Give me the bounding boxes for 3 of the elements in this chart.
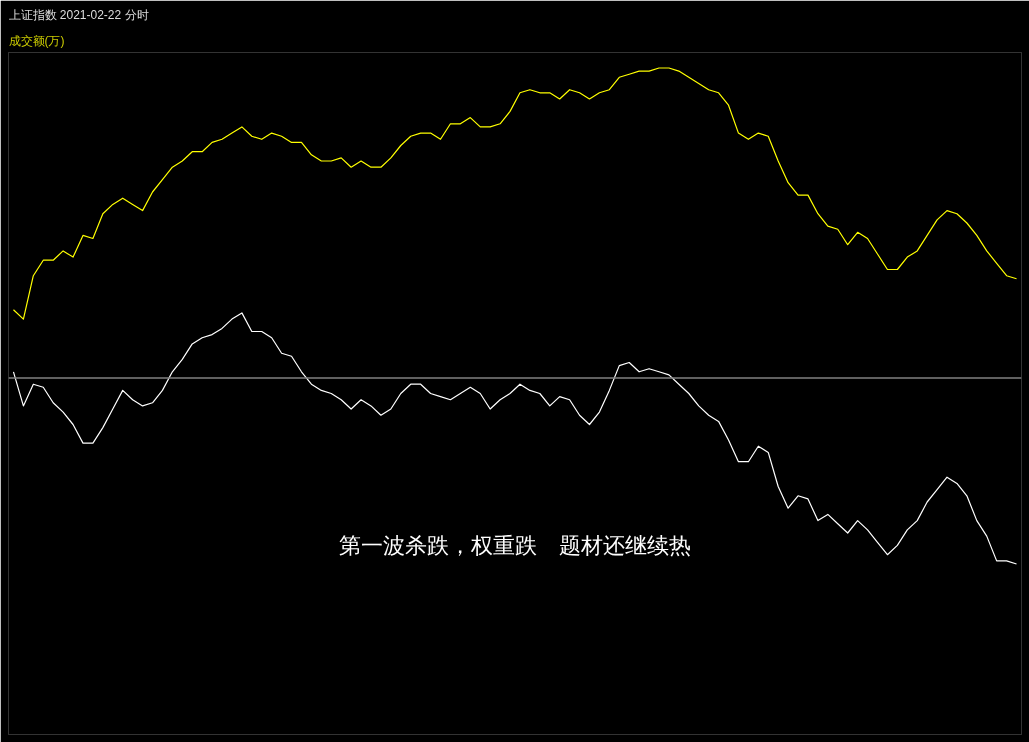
chart-subtitle: 成交额(万) (8, 33, 65, 48)
chart-title: 上证指数 2021-02-22 分时 (8, 7, 149, 22)
annotation: 第一波杀跌，权重跌 题材还继续热 (339, 532, 691, 558)
